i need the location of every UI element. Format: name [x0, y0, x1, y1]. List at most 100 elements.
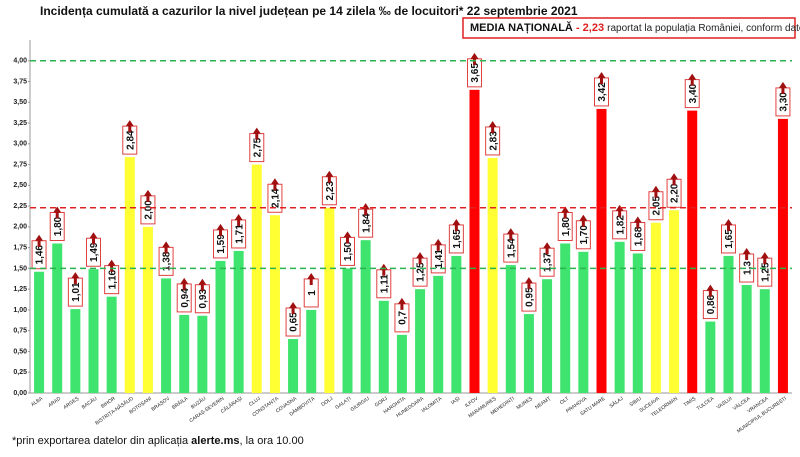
arrow: [89, 232, 98, 245]
arrow: [270, 178, 279, 191]
value-label: 3,40: [688, 83, 699, 103]
value-label: 1,16: [107, 269, 118, 289]
y-tick-label: 1,50: [13, 265, 27, 272]
x-tick-label: BACĂU: [80, 395, 98, 411]
value-label-group: 1,16: [104, 265, 120, 295]
y-tick-label: 4,00: [13, 58, 27, 65]
value-label-group: 2,75: [249, 133, 265, 163]
annotation-value: - 2,23: [576, 22, 604, 34]
arrow: [416, 252, 425, 265]
x-tick-label: ARAD: [47, 396, 62, 409]
arrow: [434, 238, 443, 251]
x-tick-label: IALOMIȚA: [421, 395, 444, 414]
x-tick-label: OLT: [559, 396, 570, 406]
value-label: 1,50: [343, 241, 354, 261]
x-tick-label: BRĂILA: [171, 395, 190, 411]
value-label: 1,54: [506, 238, 517, 258]
bar: [759, 289, 770, 393]
value-label: 1,46: [35, 245, 46, 265]
value-label: 1,49: [89, 242, 100, 262]
x-tick-label: VASLUI: [716, 396, 734, 411]
value-label: 0,86: [706, 294, 717, 314]
bar: [505, 265, 516, 393]
x-tick-label: ARGEȘ: [62, 395, 80, 410]
footnote-text: , la ora 10.00: [239, 435, 303, 447]
value-label: 0,94: [180, 288, 191, 308]
y-tick-label: 3,50: [13, 99, 27, 106]
bar: [469, 89, 480, 393]
arrow: [506, 228, 515, 241]
y-tick-label: 0,75: [13, 328, 27, 335]
arrow: [760, 252, 769, 265]
x-tick-label: MUREȘ: [516, 395, 535, 411]
bar: [433, 275, 444, 393]
value-label: 1,68: [633, 226, 644, 246]
bar: [777, 118, 788, 393]
bar: [324, 207, 335, 393]
value-label: 3,42: [597, 82, 608, 102]
y-tick-label: 2,75: [13, 161, 27, 168]
arrow: [307, 272, 316, 285]
bar: [578, 251, 589, 393]
bar: [669, 210, 680, 393]
bar: [396, 334, 407, 393]
y-tick-label: 0,25: [13, 369, 27, 376]
arrow: [488, 120, 497, 133]
value-label: 1,82: [615, 215, 626, 235]
value-label: 0,7: [398, 310, 409, 324]
value-label: 1,84: [361, 213, 372, 233]
value-label-group: 0,86: [702, 290, 718, 320]
bar: [596, 108, 607, 394]
arrow: [670, 173, 679, 186]
value-label: 1,71: [234, 224, 245, 244]
bar: [52, 243, 63, 393]
arrow: [524, 277, 533, 290]
arrow: [724, 218, 733, 231]
value-label: 2,00: [144, 200, 155, 220]
arrow: [107, 259, 116, 272]
x-tick-label: IAȘI: [450, 396, 461, 406]
arrow: [162, 241, 171, 254]
x-tick-label: GIURGIU: [350, 396, 371, 413]
y-tick-label: 3,25: [13, 120, 27, 127]
value-label: 1,70: [579, 225, 590, 245]
bar: [632, 253, 643, 393]
value-label: 2,83: [488, 131, 499, 151]
bar: [542, 279, 553, 393]
arrow: [379, 263, 388, 276]
bar: [723, 255, 734, 393]
arrow: [633, 216, 642, 229]
bar: [70, 309, 81, 393]
arrow: [125, 120, 134, 133]
y-tick-label: 0,50: [13, 348, 27, 355]
arrow: [688, 73, 697, 86]
bar: [106, 296, 117, 393]
arrow: [651, 185, 660, 198]
value-label: 2,14: [271, 188, 282, 208]
arrow: [234, 213, 243, 226]
annotation-box: [462, 17, 796, 39]
y-tick-label: 1,25: [13, 286, 27, 293]
value-label: 1,38: [162, 251, 173, 271]
annotation: MEDIA NAȚIONALĂ - 2,23 raportat la popul…: [470, 21, 800, 34]
value-label: 1,65: [724, 229, 735, 249]
y-tick-label: 3,75: [13, 78, 27, 85]
value-label: 2,75: [252, 137, 263, 157]
bar: [614, 241, 625, 393]
value-label-group: 1,54: [503, 233, 519, 263]
value-label: 2,05: [652, 196, 663, 216]
arrow: [361, 203, 370, 216]
value-label: 1,25: [760, 262, 771, 282]
footnote: *prin exportarea datelor din aplicația a…: [12, 435, 304, 447]
value-label: 3,65: [470, 63, 481, 83]
bar: [306, 309, 317, 393]
bar: [269, 215, 280, 393]
bar: [34, 271, 45, 393]
arrow: [53, 206, 62, 219]
value-label-group: 1,71: [231, 219, 247, 249]
bar: [342, 268, 353, 393]
x-tick-label: NEAMȚ: [534, 396, 552, 411]
x-tick-label: TULCEA: [696, 395, 716, 412]
